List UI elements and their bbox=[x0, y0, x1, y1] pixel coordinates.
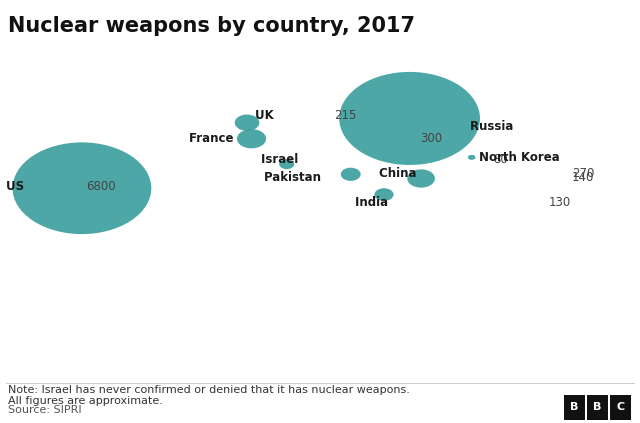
Ellipse shape bbox=[374, 188, 394, 201]
Text: 140: 140 bbox=[572, 171, 595, 184]
Text: Source: SIPRI: Source: SIPRI bbox=[8, 405, 81, 415]
Text: 270: 270 bbox=[573, 167, 595, 180]
Text: Israel: Israel bbox=[261, 154, 303, 166]
Text: Nuclear weapons by country, 2017: Nuclear weapons by country, 2017 bbox=[8, 16, 415, 36]
Ellipse shape bbox=[407, 169, 435, 188]
Text: China: China bbox=[379, 167, 420, 180]
Ellipse shape bbox=[237, 129, 266, 148]
Text: 130: 130 bbox=[549, 196, 571, 209]
Text: 6800: 6800 bbox=[86, 181, 115, 193]
Ellipse shape bbox=[339, 72, 480, 165]
Text: All figures are approximate.: All figures are approximate. bbox=[8, 396, 163, 407]
FancyBboxPatch shape bbox=[587, 395, 608, 420]
Text: North Korea: North Korea bbox=[479, 151, 564, 164]
Text: US: US bbox=[6, 181, 29, 193]
Text: India: India bbox=[355, 196, 392, 209]
Text: 80: 80 bbox=[493, 154, 508, 166]
Text: 300: 300 bbox=[420, 132, 443, 145]
Text: Russia: Russia bbox=[470, 121, 518, 133]
Text: UK: UK bbox=[255, 109, 278, 121]
FancyBboxPatch shape bbox=[611, 395, 632, 420]
Text: B: B bbox=[593, 401, 602, 412]
Ellipse shape bbox=[13, 143, 151, 234]
Text: B: B bbox=[570, 401, 579, 412]
Text: 215: 215 bbox=[334, 109, 356, 121]
Ellipse shape bbox=[468, 155, 476, 160]
Ellipse shape bbox=[340, 168, 361, 181]
Text: France: France bbox=[189, 132, 237, 145]
FancyBboxPatch shape bbox=[564, 395, 585, 420]
Text: Note: Israel has never confirmed or denied that it has nuclear weapons.: Note: Israel has never confirmed or deni… bbox=[8, 385, 410, 395]
Ellipse shape bbox=[235, 115, 259, 131]
Text: C: C bbox=[616, 401, 625, 412]
Ellipse shape bbox=[279, 159, 294, 169]
Text: Pakistan: Pakistan bbox=[264, 171, 326, 184]
